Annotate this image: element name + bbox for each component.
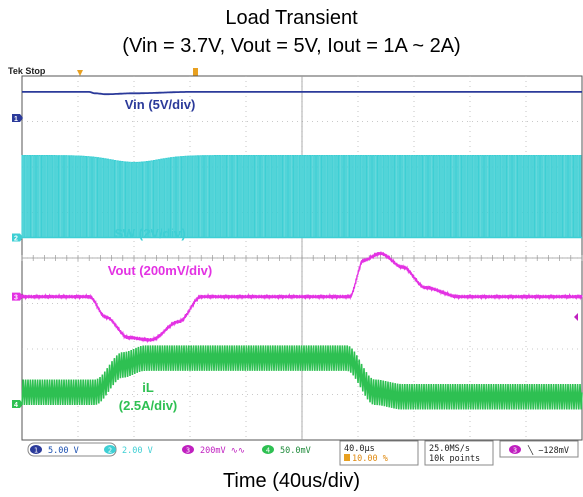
expansion-marker [193, 68, 198, 76]
oscilloscope-plot: Tek Stop 1 2 3 4 Vin (5V/div) SW (2V/div) Vou… [8, 66, 583, 466]
ch2-badge-num: 2 [108, 447, 112, 455]
series-label-vin: Vin (5V/div) [125, 97, 196, 112]
ch4-badge-num: 4 [266, 447, 270, 455]
trigger-position: 10.00 % [352, 454, 388, 464]
trigger-level: ╲ −128mV [527, 445, 569, 456]
scope-status: Tek Stop [8, 66, 46, 76]
channel-4-marker-label: 4 [14, 402, 18, 409]
chart-title: Load Transient [225, 7, 358, 29]
ch1-badge [30, 445, 42, 454]
ch2-badge [104, 445, 116, 454]
ch2-scale: 2.00 V [122, 446, 153, 456]
series-label-sw: SW (2V/div) [114, 226, 186, 241]
ch1-badge-num: 1 [34, 447, 38, 455]
record-length: 10k points [429, 454, 480, 464]
trace-vout [21, 251, 583, 344]
channel-markers: 1 2 3 4 [12, 114, 23, 409]
trigger-pos-icon [344, 454, 350, 461]
channel-3-marker [12, 292, 23, 301]
trigger-position-marker [77, 70, 83, 76]
timebase-box [339, 440, 419, 466]
trace-vin [22, 91, 582, 96]
traces [21, 91, 583, 410]
ch4-badge [262, 445, 274, 454]
sample-rate: 25.0MS/s [429, 444, 470, 454]
channel-1-marker-label: 1 [14, 116, 18, 123]
chart-subtitle: (Vin = 3.7V, Vout = 5V, Iout = 1A ~ 2A) [122, 35, 461, 57]
acquisition-box [424, 440, 494, 466]
ch4-scale: 50.0mV [280, 446, 311, 456]
channel-2-marker-label: 2 [14, 236, 18, 243]
ch3-badge-num: 3 [186, 447, 190, 455]
series-label-il-line-2: (2.5A/div) [119, 398, 178, 413]
series-label-vout: Vout (200mV/div) [108, 263, 213, 278]
channel-4-marker [12, 400, 23, 408]
channel-2-marker [12, 233, 23, 242]
trigger-box [499, 440, 579, 458]
ch1-scale: 5.00 V [48, 446, 79, 456]
channel-1-marker [12, 114, 23, 122]
status-bar: 1 5.00 V 2 2.00 V 3 200mV ∿∿ 4 50.0mV 40… [27, 440, 579, 466]
series-label-il-line-1: iL [142, 380, 154, 395]
channel-3-marker-label: 3 [14, 295, 18, 302]
ch3-scale: 200mV ∿∿ [200, 446, 245, 456]
trace-sw [21, 155, 582, 238]
trace-il [21, 345, 583, 410]
trace-labels: Vin (5V/div) SW (2V/div) Vout (200mV/div) i… [108, 97, 213, 413]
ch3-badge [182, 445, 194, 454]
timebase: 40.0µs [344, 444, 375, 454]
trigger-ch-num: 3 [513, 447, 517, 455]
trigger-level-marker [574, 313, 578, 321]
trigger-ch-badge [509, 445, 521, 454]
x-axis-label: Time (40us/div) [222, 470, 361, 492]
